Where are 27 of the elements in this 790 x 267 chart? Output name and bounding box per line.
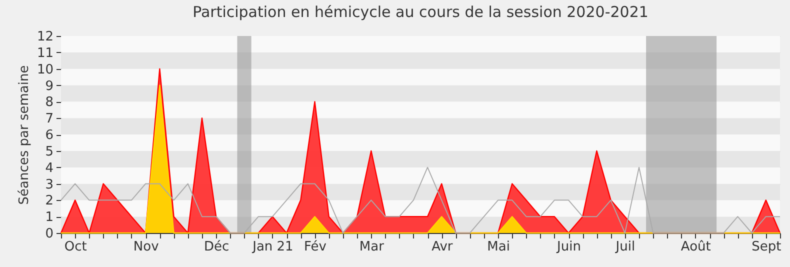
x-tick-label: Juin — [556, 240, 581, 254]
x-tick-label: Sept — [752, 240, 782, 254]
y-tick-label: 9 — [45, 78, 54, 94]
x-tick-label: Oct — [64, 240, 87, 254]
chart-title: Participation en hémicycle au cours de la session 2020-2021 — [192, 3, 648, 21]
x-tick-label: Nov — [133, 240, 160, 254]
x-tick-label: Mar — [359, 240, 385, 254]
y-tick-label: 10 — [36, 62, 54, 78]
y-tick-label: 8 — [45, 95, 54, 110]
x-tick-label: Jan 21 — [252, 240, 294, 254]
x-tick-label: Déc — [204, 240, 230, 254]
y-tick-label: 0 — [45, 226, 54, 242]
y-tick-label: 6 — [45, 128, 54, 143]
x-tick-label: Avr — [432, 240, 454, 254]
x-tick-label: Août — [680, 240, 711, 254]
y-tick-label: 3 — [45, 177, 54, 192]
y-tick-label: 12 — [36, 30, 54, 44]
y-tick-label: 7 — [45, 112, 54, 127]
x-tick-label: Fév — [304, 240, 327, 254]
y-tick-label: 2 — [45, 194, 54, 209]
x-tick-label: Mai — [487, 240, 510, 254]
y-tick-label: 11 — [36, 46, 54, 61]
y-axis-title: Séances par semaine — [16, 65, 32, 205]
y-tick-label: 1 — [45, 210, 54, 226]
x-tick-label: Juil — [614, 240, 636, 254]
y-tick-label: 5 — [45, 144, 54, 160]
y-tick-label: 4 — [45, 160, 54, 176]
